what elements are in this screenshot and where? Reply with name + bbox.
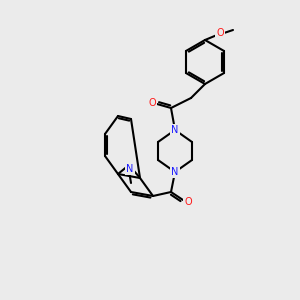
Text: N: N [171, 167, 179, 177]
Text: O: O [216, 28, 224, 38]
Text: N: N [126, 164, 134, 174]
Text: N: N [171, 125, 179, 135]
Text: O: O [148, 98, 156, 108]
Text: O: O [184, 197, 192, 207]
